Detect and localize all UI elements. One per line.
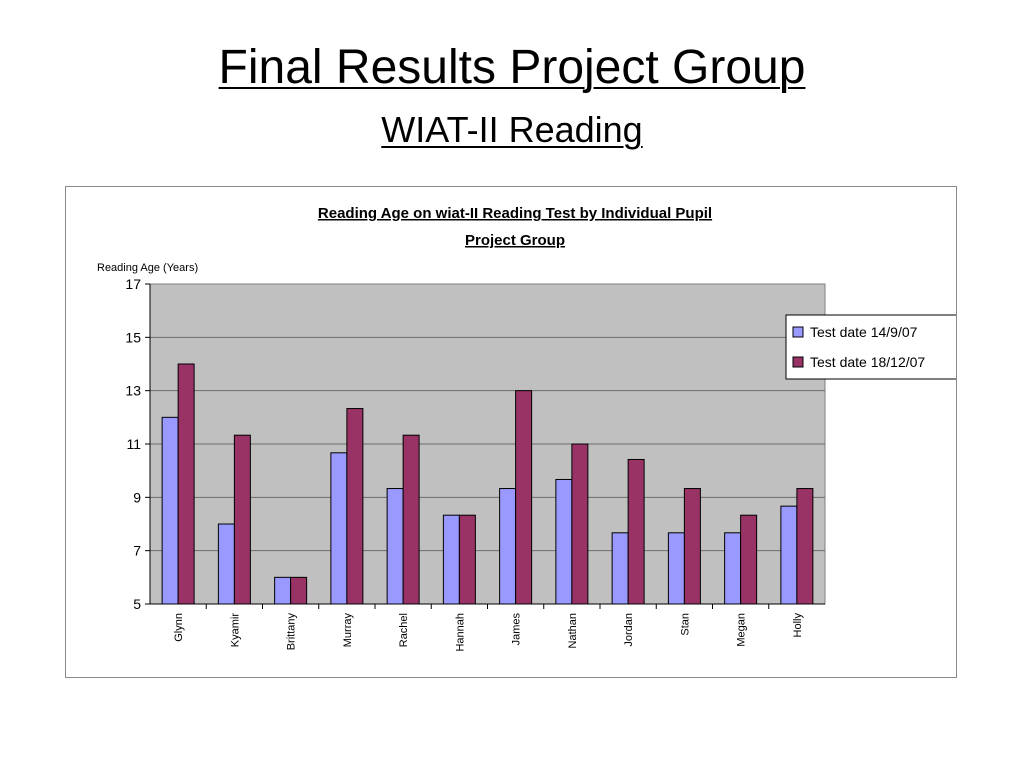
slide-title: Final Results Project Group bbox=[218, 41, 806, 94]
chart-title: Reading Age on wiat-II Reading Test by I… bbox=[318, 205, 712, 222]
y-tick-label: 11 bbox=[126, 436, 141, 452]
x-tick-label: Nathan bbox=[567, 613, 579, 648]
x-tick-label: Brittany bbox=[286, 613, 298, 651]
x-tick-label: Murray bbox=[342, 613, 354, 648]
x-tick-label: Stan bbox=[679, 613, 691, 636]
bar-brittany-series-2 bbox=[290, 576, 308, 605]
bar-murray-series-1 bbox=[330, 452, 348, 605]
y-tick-label: 15 bbox=[125, 329, 141, 345]
bar-holly-series-1 bbox=[780, 505, 798, 605]
bar-hannah-series-1 bbox=[442, 514, 460, 605]
chart-subtitle: Project Group bbox=[465, 232, 565, 249]
x-tick-label: Rachel bbox=[398, 613, 410, 647]
bar-megan-series-1 bbox=[724, 532, 742, 605]
legend-label-series-1: Test date 14/9/07 bbox=[810, 324, 918, 340]
bar-chart: Reading Age on wiat-II Reading Test by I… bbox=[97, 205, 958, 652]
bar-glynn-series-1 bbox=[161, 416, 179, 605]
x-tick-labels: Glynn Kyamir Brittany Murray Rachel Hannah Jam… bbox=[173, 613, 804, 652]
bar-jordan-series-1 bbox=[611, 532, 629, 605]
bar-stan-series-1 bbox=[667, 532, 685, 605]
bar-james-series-2 bbox=[515, 390, 533, 605]
y-tick-label: 7 bbox=[133, 543, 141, 559]
x-tick-label: Jordan bbox=[623, 613, 635, 647]
x-tick-label: James bbox=[511, 613, 523, 646]
chart-frame: Reading Age on wiat-II Reading Test by I… bbox=[65, 186, 958, 678]
y-tick-label: 5 bbox=[133, 596, 141, 612]
legend-box bbox=[785, 314, 958, 380]
bar-jordan-series-2 bbox=[627, 458, 645, 605]
x-tick-label: Glynn bbox=[173, 613, 185, 642]
legend-swatch-series-2 bbox=[792, 356, 804, 368]
bar-holly-series-2 bbox=[796, 488, 814, 605]
y-tick-label: 17 bbox=[125, 276, 141, 292]
x-tick-label: Kyamir bbox=[229, 613, 241, 648]
bar-megan-series-2 bbox=[740, 514, 758, 605]
bar-brittany-series-1 bbox=[274, 576, 292, 605]
legend: Test date 14/9/07 Test date 18/12/07 bbox=[785, 314, 958, 380]
bar-stan-series-2 bbox=[683, 488, 701, 605]
y-tick-label: 13 bbox=[125, 383, 141, 399]
y-tick-labels: 5 7 9 11 13 15 17 bbox=[125, 276, 141, 612]
bar-james-series-1 bbox=[499, 488, 517, 605]
gridlines bbox=[150, 336, 825, 552]
bar-rachel-series-1 bbox=[386, 488, 404, 605]
x-tick-label: Hannah bbox=[454, 613, 466, 652]
bar-kyamir-series-2 bbox=[233, 434, 251, 605]
bar-glynn-series-2 bbox=[177, 363, 195, 605]
bar-nathan-series-2 bbox=[571, 443, 589, 605]
x-tick-label: Megan bbox=[736, 613, 748, 647]
axes bbox=[145, 283, 825, 609]
bar-kyamir-series-1 bbox=[217, 523, 235, 605]
bar-nathan-series-1 bbox=[555, 478, 573, 605]
bar-hannah-series-2 bbox=[458, 514, 476, 605]
slide-subtitle: WIAT-II Reading bbox=[381, 109, 643, 150]
bar-rachel-series-2 bbox=[402, 434, 420, 605]
y-tick-label: 9 bbox=[133, 489, 141, 505]
y-axis-label: Reading Age (Years) bbox=[97, 262, 198, 274]
legend-swatch-series-1 bbox=[792, 326, 804, 338]
legend-label-series-2: Test date 18/12/07 bbox=[810, 354, 925, 370]
bar-murray-series-2 bbox=[346, 408, 364, 605]
bars bbox=[161, 363, 814, 605]
x-tick-label: Holly bbox=[792, 613, 804, 638]
